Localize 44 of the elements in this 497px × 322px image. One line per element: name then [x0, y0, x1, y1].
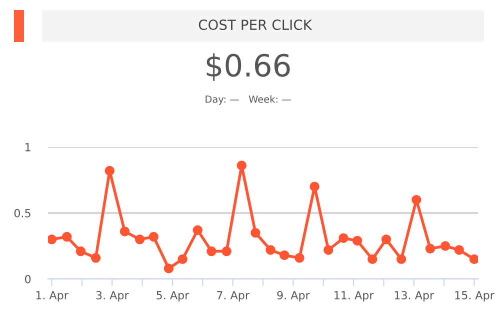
point [164, 264, 174, 274]
y-tick-label: 0 [24, 274, 31, 284]
point [90, 253, 101, 263]
point [178, 254, 188, 264]
point [148, 232, 158, 242]
point [206, 246, 216, 256]
x-tick-label: 9. Apr [277, 291, 310, 302]
point [192, 225, 202, 236]
point [324, 245, 334, 255]
point [440, 241, 450, 251]
point [469, 254, 478, 264]
x-tick-label: 3. Apr [96, 291, 129, 302]
point [48, 234, 57, 244]
chart-title: COST PER CLICK [198, 20, 312, 30]
point [396, 254, 406, 264]
point [76, 246, 86, 256]
point [134, 234, 145, 244]
y-tick-label: 1 [25, 143, 30, 152]
point [280, 250, 290, 260]
y-tick-label: 0.5 [14, 208, 30, 218]
point [412, 194, 422, 205]
point [222, 246, 232, 256]
point [250, 228, 260, 238]
point [104, 166, 114, 176]
point [120, 226, 130, 236]
x-tick-label: 1. Apr [36, 291, 68, 302]
point [352, 236, 362, 246]
text: Day: — Week: — [206, 95, 291, 105]
x-tick-label: 7. Apr [217, 291, 250, 302]
point [310, 182, 320, 192]
point [62, 232, 72, 242]
x-tick-label: 13. Apr [394, 291, 434, 302]
x-tick-label: 5. Apr [156, 291, 190, 302]
point [425, 244, 436, 254]
point [381, 234, 392, 244]
x-tick-label: 11. Apr [334, 291, 374, 302]
point [368, 254, 378, 264]
point [266, 245, 276, 255]
point [454, 245, 464, 255]
point [236, 160, 246, 170]
chart-subtitle: $0.66 [206, 53, 290, 81]
x-tick-label: 15. Apr [455, 291, 494, 302]
point [338, 233, 348, 243]
point [294, 253, 304, 263]
